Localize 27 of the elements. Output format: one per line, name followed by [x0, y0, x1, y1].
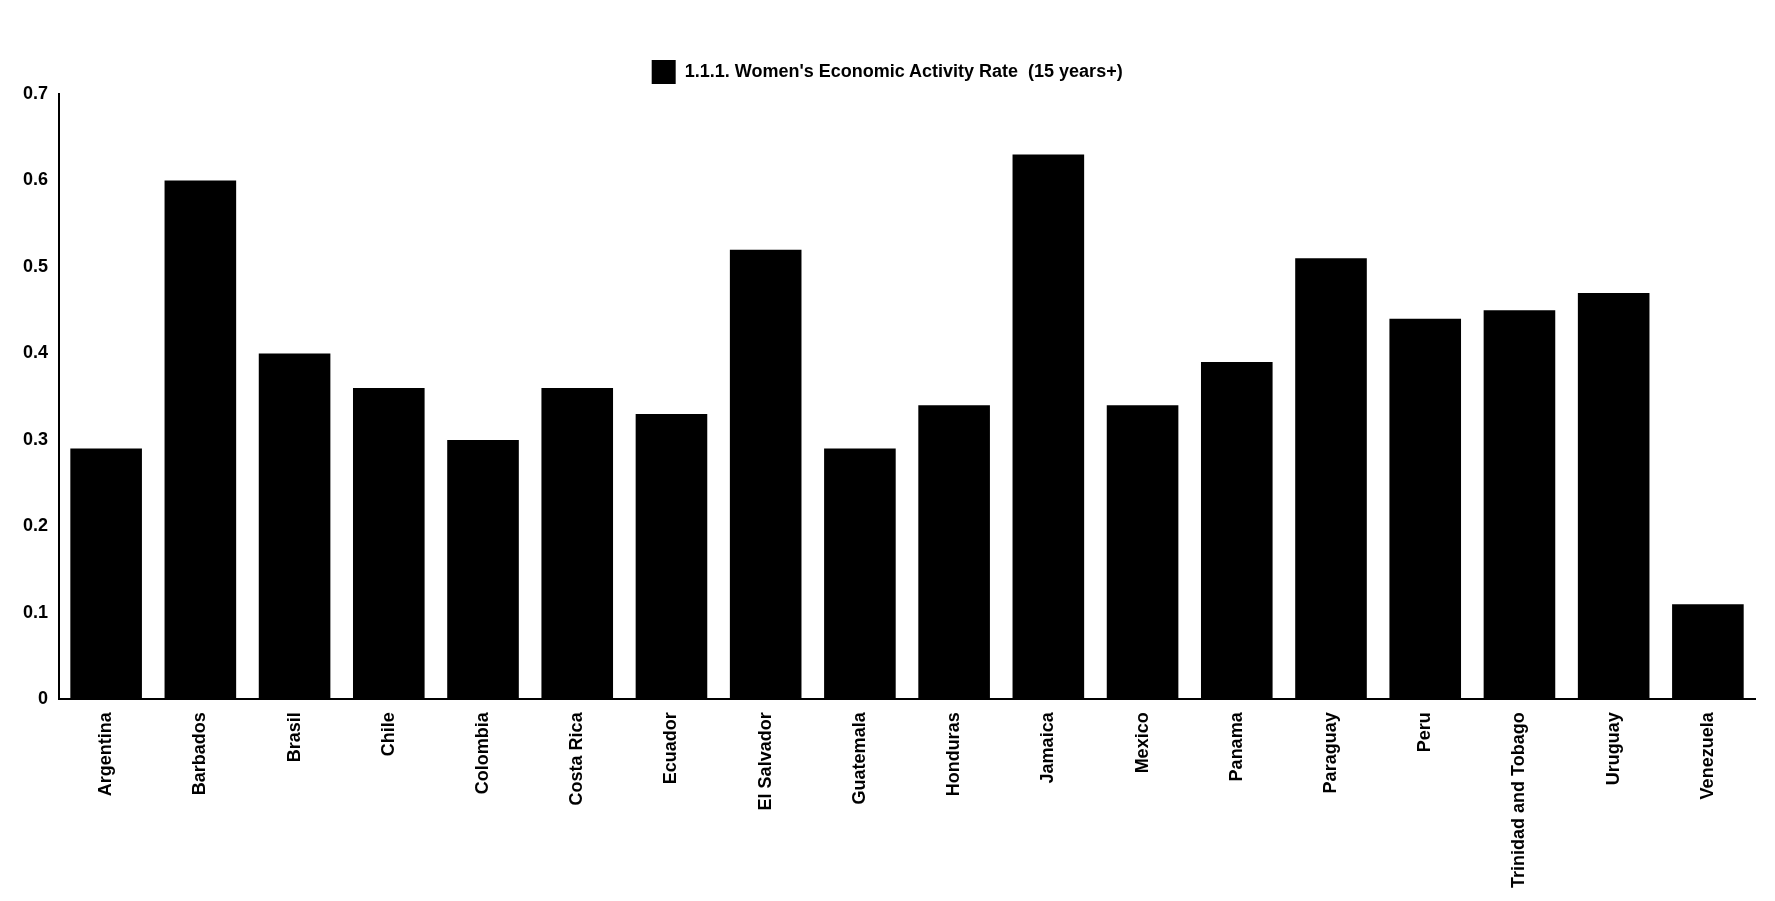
x-tick-label: Ecuador	[660, 712, 681, 785]
y-tick-label: 0.4	[22, 342, 49, 363]
x-tick-label: Panama	[1225, 711, 1246, 782]
x-tick-label: Brasil	[283, 712, 304, 763]
x-tick-label: Barbados	[189, 712, 210, 796]
x-tick-label: Argentina	[95, 711, 116, 797]
x-tick-label: Uruguay	[1602, 712, 1623, 786]
y-tick-label: 0.7	[22, 82, 49, 103]
x-tick-label: Honduras	[943, 712, 964, 797]
x-tick-label: Colombia	[471, 711, 492, 795]
y-tick-label: 0.6	[22, 169, 49, 190]
x-tick-label: Mexico	[1131, 712, 1152, 774]
y-tick-label: 0	[38, 688, 49, 709]
legend-label: 1.1.1. Women's Economic Activity Rate (15 years+)	[684, 60, 1123, 81]
y-tick-label: 0.3	[22, 428, 49, 449]
x-tick-label: Chile	[377, 712, 398, 757]
y-tick-label: 0.1	[22, 601, 49, 622]
x-tick-label: Jamaica	[1037, 711, 1058, 784]
y-tick-label: 0.2	[22, 515, 49, 536]
x-tick-label: Paraguay	[1319, 712, 1340, 794]
x-tick-label: El Salvador	[754, 712, 775, 811]
x-tick-label: Guatemala	[848, 711, 869, 805]
x-tick-label: Costa Rica	[566, 711, 587, 806]
x-tick-label: Peru	[1414, 712, 1435, 753]
x-tick-label: Trinidad and Tobago	[1508, 712, 1529, 889]
x-tick-label: Venezuela	[1696, 711, 1717, 800]
y-tick-label: 0.5	[22, 255, 49, 276]
